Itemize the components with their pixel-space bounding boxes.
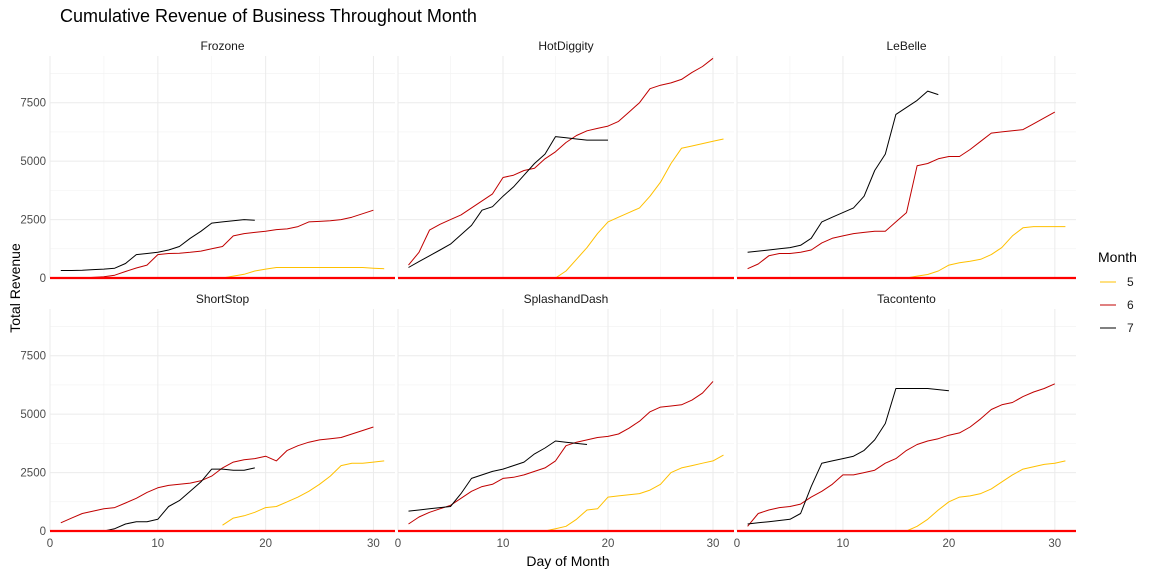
facet-panels: Frozone 0 2500 5000 7500 HotDiggity LeBelle Sho…	[20, 39, 1076, 550]
series-line-month-7	[103, 467, 255, 532]
x-axis-title: Day of Month	[526, 553, 609, 569]
legend-label-month-6: 6	[1127, 298, 1134, 312]
facet-label: Frozone	[200, 39, 244, 53]
x-tick-label: 0	[395, 538, 401, 550]
series-line-month-6	[60, 209, 374, 279]
x-tick-label: 10	[837, 538, 850, 550]
facet-label: ShortStop	[196, 292, 250, 306]
series-line-month-5	[555, 138, 724, 279]
x-tick-label: 30	[367, 538, 380, 550]
facet-label: SplashandDash	[524, 292, 609, 306]
y-tick-label: 2500	[20, 468, 46, 480]
series-line-month-6	[747, 111, 1056, 270]
series-line-month-7	[747, 90, 939, 253]
y-axis-title: Total Revenue	[7, 243, 23, 333]
facet-label: HotDiggity	[538, 39, 593, 53]
series-line-month-6	[408, 57, 714, 266]
y-tick-label: 0	[40, 526, 46, 538]
series-line-month-5	[222, 267, 385, 279]
legend-title: Month	[1098, 249, 1137, 265]
x-tick-label: 10	[497, 538, 510, 550]
series-line-month-5	[222, 460, 385, 526]
legend: Month 5 6 7	[1098, 249, 1137, 335]
x-tick-label: 30	[707, 538, 720, 550]
x-tick-label: 30	[1048, 538, 1061, 550]
legend-label-month-7: 7	[1127, 321, 1134, 335]
panel-splashanddash: SplashandDash 0 10 20 30	[395, 292, 734, 550]
series-line-month-5	[906, 460, 1066, 532]
panel-lebelle: LeBelle	[736, 39, 1076, 280]
y-tick-label: 5000	[20, 409, 46, 421]
x-tick-label: 0	[47, 538, 53, 550]
series-line-month-6	[747, 383, 1056, 527]
series-line-month-6	[60, 426, 374, 524]
series-line-month-5	[544, 454, 724, 532]
panel-frozone: Frozone 0 2500 5000 7500	[20, 39, 395, 285]
panel-hotdiggity: HotDiggity	[397, 39, 734, 280]
x-tick-label: 10	[151, 538, 164, 550]
y-tick-label: 2500	[20, 215, 46, 227]
x-tick-label: 20	[942, 538, 955, 550]
series-line-month-7	[408, 136, 608, 268]
series-line-month-5	[906, 226, 1066, 279]
legend-label-month-5: 5	[1127, 275, 1134, 289]
x-tick-label: 0	[734, 538, 740, 550]
series-line-month-7	[747, 388, 949, 525]
x-tick-label: 20	[602, 538, 615, 550]
series-line-month-7	[60, 219, 255, 271]
x-tick-label: 20	[259, 538, 272, 550]
chart-title: Cumulative Revenue of Business Throughou…	[60, 6, 477, 26]
series-line-month-6	[408, 381, 714, 525]
panel-tacontento: Tacontento 0 10 20 30	[734, 292, 1076, 550]
y-tick-label: 0	[40, 273, 46, 285]
facet-label: Tacontento	[877, 292, 936, 306]
y-tick-label: 7500	[20, 98, 46, 110]
panel-shortstop: ShortStop 0 2500 5000 7500 0 10 20 30	[20, 292, 395, 550]
y-tick-label: 7500	[20, 351, 46, 363]
series-line-month-7	[408, 440, 588, 512]
facet-label: LeBelle	[886, 39, 926, 53]
y-tick-label: 5000	[20, 156, 46, 168]
